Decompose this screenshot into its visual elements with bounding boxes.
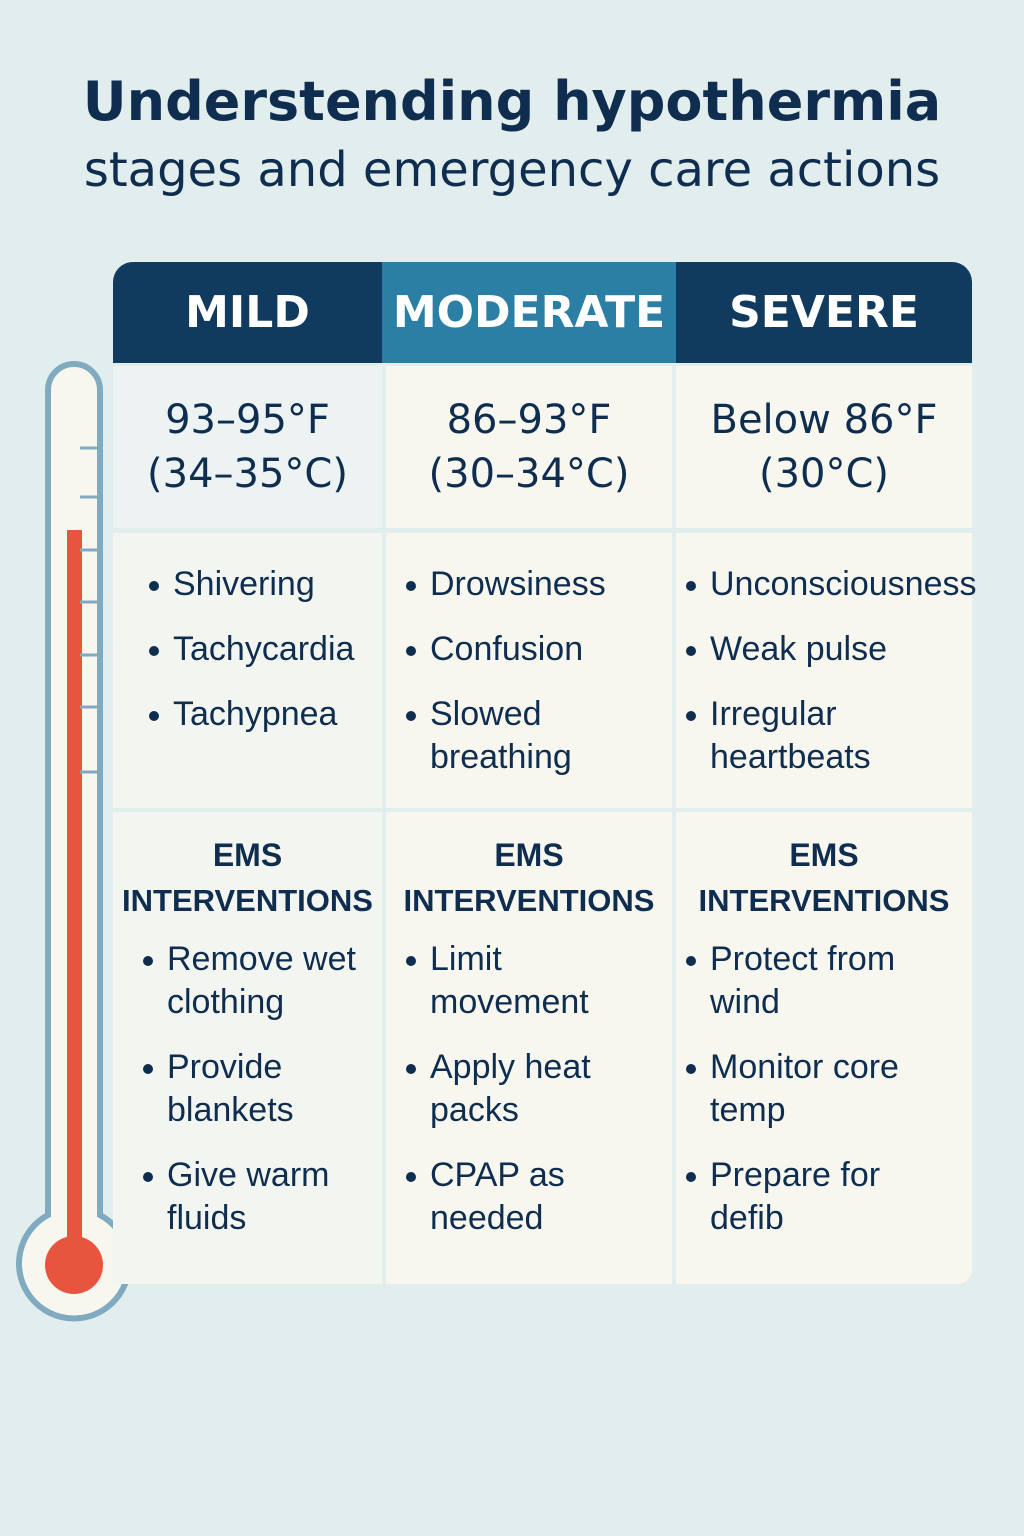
ems-subtitle: INTERVENTIONS bbox=[698, 883, 950, 918]
intervention: Prepare for defib bbox=[682, 1154, 900, 1240]
symptom: Tachycardia bbox=[145, 628, 382, 671]
ems-subtitle: INTERVENTIONS bbox=[122, 883, 373, 918]
ems-subtitle: INTERVENTIONS bbox=[403, 883, 655, 918]
ems-title: EMS bbox=[212, 837, 283, 873]
ems-severe: EMS INTERVENTIONS Protect from wind Monito… bbox=[676, 812, 972, 1284]
intervention: Apply heat packs bbox=[402, 1046, 600, 1132]
intervention: Provide blankets bbox=[139, 1046, 307, 1132]
symptom: Irregular heartbeats bbox=[682, 693, 910, 779]
intervention: Protect from wind bbox=[682, 938, 920, 1024]
header-severe: SEVERE bbox=[676, 262, 972, 363]
mercury-column bbox=[67, 530, 82, 1250]
ems-title: EMS bbox=[789, 837, 859, 873]
title-line-1: Understending hypothermia bbox=[82, 70, 942, 133]
symptom: Slowed breathing bbox=[402, 693, 580, 779]
title-line-2: stages and emergency care actions bbox=[83, 142, 941, 198]
symptom: Weak pulse bbox=[682, 628, 972, 671]
symptoms-moderate: Drowsiness Confusion Slowed breathing bbox=[386, 533, 672, 808]
ems-mild: EMS INTERVENTIONS Remove wet clothing Prov… bbox=[113, 812, 382, 1284]
intervention: Give warm fluids bbox=[139, 1154, 357, 1240]
temp-mild: 93–95°F (34–35°C) bbox=[113, 366, 382, 528]
header-mild: MILD bbox=[113, 262, 382, 363]
intervention: Limit movement bbox=[402, 938, 590, 1024]
symptoms-mild: Shivering Tachycardia Tachypnea bbox=[113, 533, 382, 808]
ems-moderate: EMS INTERVENTIONS Limit movement Apply hea… bbox=[386, 812, 672, 1284]
temp-severe: Below 86°F (30°C) bbox=[676, 366, 972, 528]
temp-c: (34–35°C) bbox=[147, 451, 348, 497]
symptom: Unconsciousness bbox=[682, 563, 976, 606]
symptom: Confusion bbox=[402, 628, 672, 671]
header-label: MILD bbox=[185, 287, 310, 338]
header-moderate: MODERATE bbox=[382, 262, 676, 363]
temp-f: 93–95°F bbox=[165, 397, 330, 443]
header-label: MODERATE bbox=[392, 287, 666, 338]
intervention: CPAP as needed bbox=[402, 1154, 570, 1240]
symptom: Drowsiness bbox=[402, 563, 672, 606]
intervention: Remove wet clothing bbox=[139, 938, 369, 1024]
header-label: SEVERE bbox=[729, 287, 919, 338]
temp-moderate: 86–93°F (30–34°C) bbox=[386, 366, 672, 528]
symptoms-severe: Unconsciousness Weak pulse Irregular heart… bbox=[676, 533, 976, 808]
symptom: Shivering bbox=[145, 563, 382, 606]
intervention: Monitor core temp bbox=[682, 1046, 920, 1132]
mercury-bulb bbox=[45, 1236, 103, 1294]
temp-c: (30–34°C) bbox=[428, 451, 630, 497]
symptom: Tachypnea bbox=[145, 693, 382, 736]
temp-c: (30°C) bbox=[758, 451, 890, 497]
temp-f: Below 86°F bbox=[710, 397, 938, 443]
temp-f: 86–93°F bbox=[446, 397, 612, 443]
ems-title: EMS bbox=[494, 837, 564, 873]
